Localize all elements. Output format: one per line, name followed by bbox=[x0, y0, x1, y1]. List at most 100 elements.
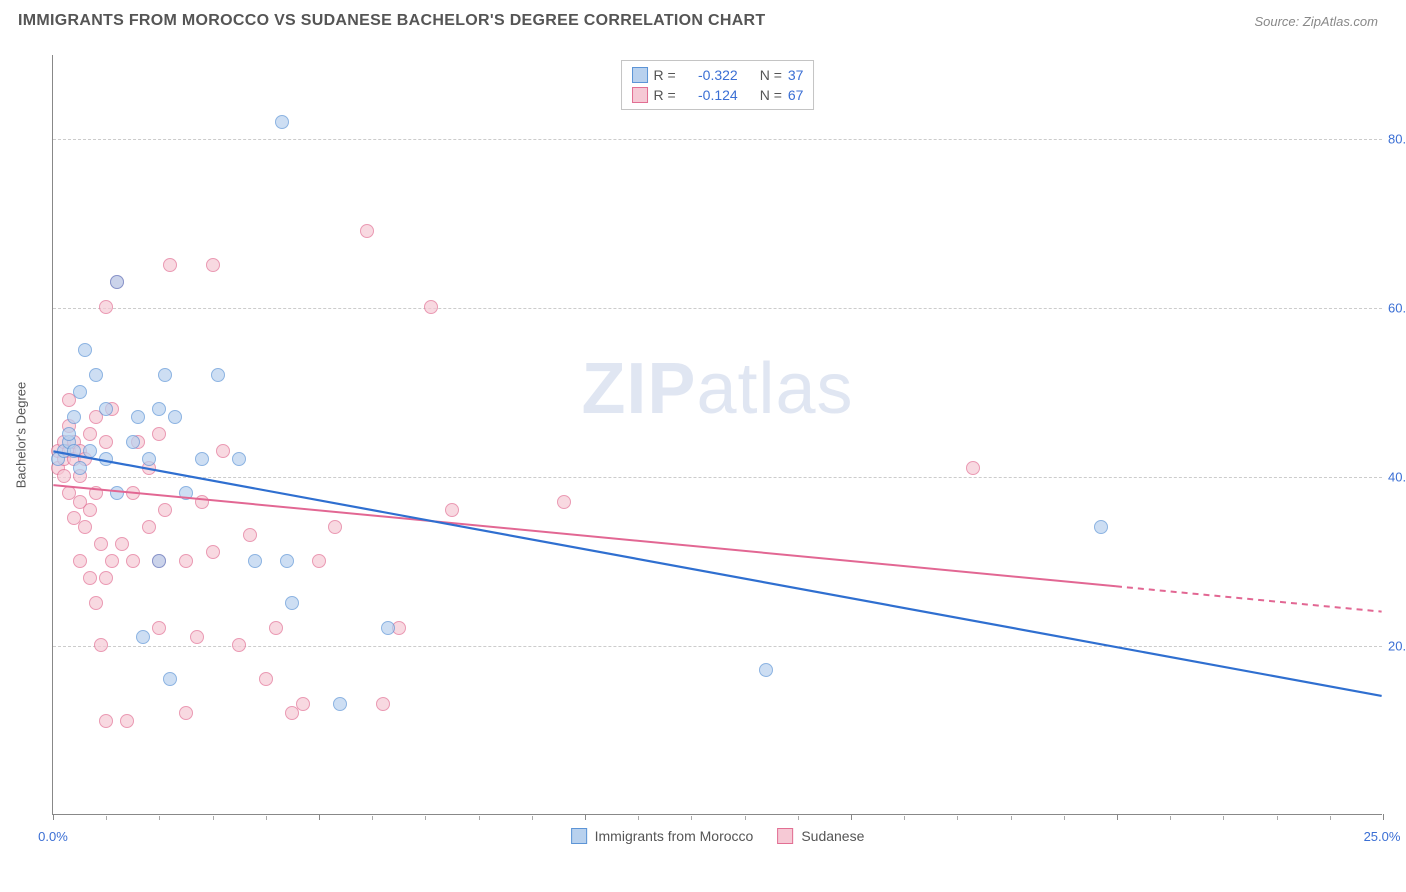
legend-correlation-box: R = -0.322 N = 37 R = -0.124 N = 67 bbox=[621, 60, 815, 110]
xaxis-tick-minor bbox=[372, 816, 373, 820]
xaxis-tick-minor bbox=[213, 816, 214, 820]
xaxis-tick-minor bbox=[532, 816, 533, 820]
scatter-point bbox=[131, 410, 145, 424]
legend-r-label: R = bbox=[654, 87, 676, 103]
legend-series-item: Immigrants from Morocco bbox=[571, 828, 754, 844]
scatter-point bbox=[381, 621, 395, 635]
regression-lines-layer bbox=[53, 55, 1382, 814]
xaxis-max-label: 25.0% bbox=[1364, 829, 1401, 844]
legend-swatch bbox=[777, 828, 793, 844]
xaxis-tick-major bbox=[585, 814, 586, 820]
scatter-point bbox=[152, 554, 166, 568]
gridline-y bbox=[53, 646, 1382, 647]
legend-swatch bbox=[632, 87, 648, 103]
chart-title: IMMIGRANTS FROM MOROCCO VS SUDANESE BACH… bbox=[18, 12, 766, 30]
chart-plot-area: ZIPatlas Bachelor's Degree 20.0%40.0%60.… bbox=[52, 55, 1382, 815]
legend-n-label: N = bbox=[760, 87, 782, 103]
yaxis-title: Bachelor's Degree bbox=[14, 381, 29, 488]
scatter-point bbox=[232, 638, 246, 652]
legend-r-value: -0.124 bbox=[682, 87, 738, 103]
scatter-point bbox=[99, 402, 113, 416]
legend-series-label: Immigrants from Morocco bbox=[595, 828, 754, 844]
xaxis-min-label: 0.0% bbox=[38, 829, 68, 844]
scatter-point bbox=[158, 368, 172, 382]
xaxis-tick-minor bbox=[1330, 816, 1331, 820]
xaxis-tick-minor bbox=[638, 816, 639, 820]
regression-line bbox=[1116, 586, 1382, 611]
scatter-point bbox=[248, 554, 262, 568]
legend-series-label: Sudanese bbox=[801, 828, 864, 844]
scatter-point bbox=[89, 596, 103, 610]
scatter-point bbox=[99, 571, 113, 585]
watermark: ZIPatlas bbox=[581, 348, 853, 430]
scatter-point bbox=[557, 495, 571, 509]
xaxis-tick-major bbox=[1117, 814, 1118, 820]
xaxis-tick-minor bbox=[1011, 816, 1012, 820]
xaxis-tick-major bbox=[53, 814, 54, 820]
xaxis-tick-minor bbox=[1170, 816, 1171, 820]
scatter-point bbox=[99, 300, 113, 314]
legend-r-label: R = bbox=[654, 67, 676, 83]
yaxis-tick-label: 20.0% bbox=[1388, 639, 1406, 654]
scatter-point bbox=[206, 545, 220, 559]
xaxis-tick-minor bbox=[266, 816, 267, 820]
scatter-point bbox=[296, 697, 310, 711]
scatter-point bbox=[152, 621, 166, 635]
scatter-point bbox=[759, 663, 773, 677]
gridline-y bbox=[53, 477, 1382, 478]
scatter-point bbox=[179, 554, 193, 568]
scatter-point bbox=[195, 452, 209, 466]
legend-n-value: 37 bbox=[788, 67, 804, 83]
scatter-point bbox=[1094, 520, 1108, 534]
xaxis-tick-minor bbox=[691, 816, 692, 820]
scatter-point bbox=[163, 672, 177, 686]
legend-correlation-row: R = -0.124 N = 67 bbox=[632, 85, 804, 105]
scatter-point bbox=[360, 224, 374, 238]
scatter-point bbox=[232, 452, 246, 466]
xaxis-tick-minor bbox=[425, 816, 426, 820]
scatter-point bbox=[275, 115, 289, 129]
scatter-point bbox=[376, 697, 390, 711]
scatter-point bbox=[126, 435, 140, 449]
xaxis-tick-minor bbox=[1064, 816, 1065, 820]
yaxis-tick-label: 80.0% bbox=[1388, 132, 1406, 147]
legend-n-label: N = bbox=[760, 67, 782, 83]
scatter-point bbox=[328, 520, 342, 534]
scatter-point bbox=[62, 427, 76, 441]
scatter-point bbox=[312, 554, 326, 568]
scatter-point bbox=[158, 503, 172, 517]
scatter-point bbox=[89, 486, 103, 500]
scatter-point bbox=[269, 621, 283, 635]
scatter-point bbox=[89, 368, 103, 382]
scatter-point bbox=[110, 275, 124, 289]
regression-line bbox=[53, 451, 1381, 696]
scatter-point bbox=[78, 520, 92, 534]
scatter-point bbox=[243, 528, 257, 542]
scatter-point bbox=[83, 427, 97, 441]
xaxis-tick-major bbox=[1383, 814, 1384, 820]
legend-swatch bbox=[632, 67, 648, 83]
scatter-point bbox=[206, 258, 220, 272]
scatter-point bbox=[73, 385, 87, 399]
scatter-point bbox=[966, 461, 980, 475]
scatter-point bbox=[211, 368, 225, 382]
scatter-point bbox=[67, 444, 81, 458]
xaxis-tick-minor bbox=[1223, 816, 1224, 820]
scatter-point bbox=[99, 435, 113, 449]
scatter-point bbox=[259, 672, 273, 686]
scatter-point bbox=[110, 486, 124, 500]
scatter-point bbox=[424, 300, 438, 314]
legend-n-value: 67 bbox=[788, 87, 804, 103]
scatter-point bbox=[115, 537, 129, 551]
scatter-point bbox=[280, 554, 294, 568]
legend-r-value: -0.322 bbox=[682, 67, 738, 83]
scatter-point bbox=[163, 258, 177, 272]
yaxis-tick-label: 40.0% bbox=[1388, 470, 1406, 485]
legend-correlation-row: R = -0.322 N = 37 bbox=[632, 65, 804, 85]
source-prefix: Source: bbox=[1254, 14, 1302, 29]
source-attribution: Source: ZipAtlas.com bbox=[1254, 14, 1378, 29]
source-name: ZipAtlas.com bbox=[1303, 14, 1378, 29]
regression-line bbox=[53, 485, 1116, 586]
scatter-point bbox=[57, 469, 71, 483]
scatter-point bbox=[142, 520, 156, 534]
